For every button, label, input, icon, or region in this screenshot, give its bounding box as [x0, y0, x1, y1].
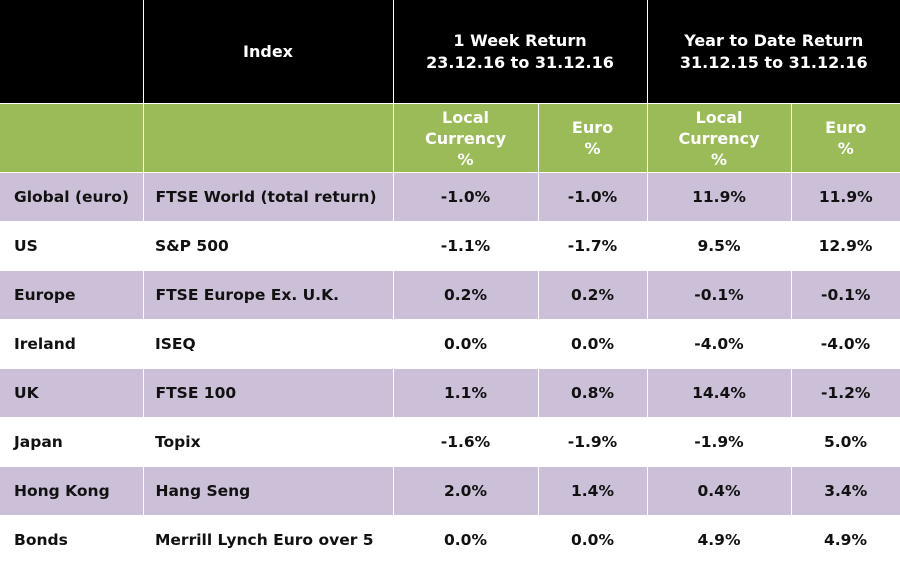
ytd-local-cell: -4.0%	[647, 319, 791, 369]
subheader-ytd-local: Local Currency %	[646, 103, 791, 173]
ytd-euro-cell: 4.9%	[791, 515, 900, 564]
index-cell: S&P 500	[143, 221, 393, 271]
table-row: US S&P 500 -1.1% -1.7% 9.5% 12.9%	[0, 221, 900, 271]
week-euro-cell: -1.0%	[537, 172, 647, 222]
week-euro-cell: -1.9%	[538, 417, 647, 467]
region-cell: US	[0, 221, 143, 271]
index-cell: FTSE World (total return)	[142, 172, 393, 222]
region-cell: Japan	[0, 417, 143, 467]
ytd-euro-cell: -0.1%	[790, 270, 900, 320]
header-ytd-cell: Year to Date Return 31.12.15 to 31.12.16	[646, 0, 900, 104]
ytd-euro-cell: 11.9%	[790, 172, 900, 222]
table-row: Japan Topix -1.6% -1.9% -1.9% 5.0%	[0, 417, 900, 467]
subheader-ytd-local-line2: Currency	[678, 128, 760, 148]
subheader-empty-2	[142, 103, 393, 173]
week-local-cell: 0.2%	[392, 270, 538, 320]
week-local-cell: 0.0%	[393, 515, 538, 564]
week-euro-cell: 0.0%	[538, 319, 647, 369]
index-cell: FTSE Europe Ex. U.K.	[142, 270, 393, 320]
week-local-cell: 1.1%	[392, 368, 538, 418]
week-euro-cell: 0.0%	[538, 515, 647, 564]
ytd-euro-cell: 12.9%	[791, 221, 900, 271]
subheader-ytd-local-line3: %	[710, 149, 728, 169]
index-cell: Topix	[143, 417, 393, 467]
subheader-ytd-euro-line2: %	[837, 139, 854, 158]
ytd-local-cell: 4.9%	[647, 515, 791, 564]
week-local-cell: -1.0%	[392, 172, 538, 222]
table-row: Global (euro) FTSE World (total return) …	[0, 172, 900, 222]
ytd-euro-cell: 5.0%	[791, 417, 900, 467]
table-row: Europe FTSE Europe Ex. U.K. 0.2% 0.2% -0…	[0, 270, 900, 320]
week-euro-cell: -1.7%	[538, 221, 647, 271]
header-ytd-period: 31.12.15 to 31.12.16	[679, 52, 868, 72]
ytd-euro-cell: 3.4%	[790, 466, 900, 516]
subheader-week-local: Local Currency %	[392, 103, 538, 173]
subheader-ytd-local-line1: Local	[695, 107, 743, 127]
ytd-local-cell: 14.4%	[646, 368, 791, 418]
index-cell: FTSE 100	[142, 368, 393, 418]
header-week-period: 23.12.16 to 31.12.16	[426, 52, 614, 72]
region-cell: Global (euro)	[0, 172, 143, 222]
table-row: Ireland ISEQ 0.0% 0.0% -4.0% -4.0%	[0, 319, 900, 369]
ytd-local-cell: -1.9%	[647, 417, 791, 467]
subheader-week-local-line2: Currency	[424, 128, 507, 148]
subheader-row: Local Currency % Euro % Local Currency %…	[0, 103, 900, 173]
week-local-cell: 2.0%	[392, 466, 538, 516]
header-week-cell: 1 Week Return 23.12.16 to 31.12.16	[392, 0, 647, 104]
table-row: UK FTSE 100 1.1% 0.8% 14.4% -1.2%	[0, 368, 900, 418]
subheader-week-euro-line2: %	[584, 139, 601, 158]
region-cell: Europe	[0, 270, 143, 320]
header-row: Index 1 Week Return 23.12.16 to 31.12.16…	[0, 0, 900, 104]
index-cell: ISEQ	[143, 319, 393, 369]
week-euro-cell: 1.4%	[537, 466, 647, 516]
ytd-local-cell: 9.5%	[647, 221, 791, 271]
subheader-week-local-line1: Local	[442, 107, 489, 127]
ytd-local-cell: -0.1%	[646, 270, 791, 320]
week-euro-cell: 0.2%	[537, 270, 647, 320]
subheader-ytd-euro: Euro %	[790, 103, 900, 173]
index-cell: Hang Seng	[142, 466, 393, 516]
ytd-euro-cell: -4.0%	[791, 319, 900, 369]
week-local-cell: -1.6%	[393, 417, 538, 467]
week-euro-cell: 0.8%	[537, 368, 647, 418]
region-cell: Hong Kong	[0, 466, 143, 516]
table-row: Hong Kong Hang Seng 2.0% 1.4% 0.4% 3.4%	[0, 466, 900, 516]
subheader-week-local-line3: %	[457, 149, 474, 169]
subheader-ytd-euro-line1: Euro	[825, 118, 867, 137]
region-cell: Ireland	[0, 319, 143, 369]
subheader-empty-1	[0, 103, 143, 173]
header-region-cell	[0, 0, 143, 104]
ytd-euro-cell: -1.2%	[790, 368, 900, 418]
region-cell: UK	[0, 368, 143, 418]
header-ytd-title: Year to Date Return	[684, 30, 864, 50]
header-week-title: 1 Week Return	[453, 30, 587, 50]
index-cell: Merrill Lynch Euro over 5	[143, 515, 393, 564]
region-cell: Bonds	[0, 515, 143, 564]
ytd-local-cell: 11.9%	[646, 172, 791, 222]
header-index-label: Index	[243, 41, 293, 61]
week-local-cell: -1.1%	[393, 221, 538, 271]
header-index-cell: Index	[142, 0, 393, 104]
subheader-week-euro: Euro %	[537, 103, 647, 173]
ytd-local-cell: 0.4%	[646, 466, 791, 516]
subheader-week-euro-line1: Euro	[571, 118, 614, 137]
table-row: Bonds Merrill Lynch Euro over 5 0.0% 0.0…	[0, 515, 900, 564]
week-local-cell: 0.0%	[393, 319, 538, 369]
